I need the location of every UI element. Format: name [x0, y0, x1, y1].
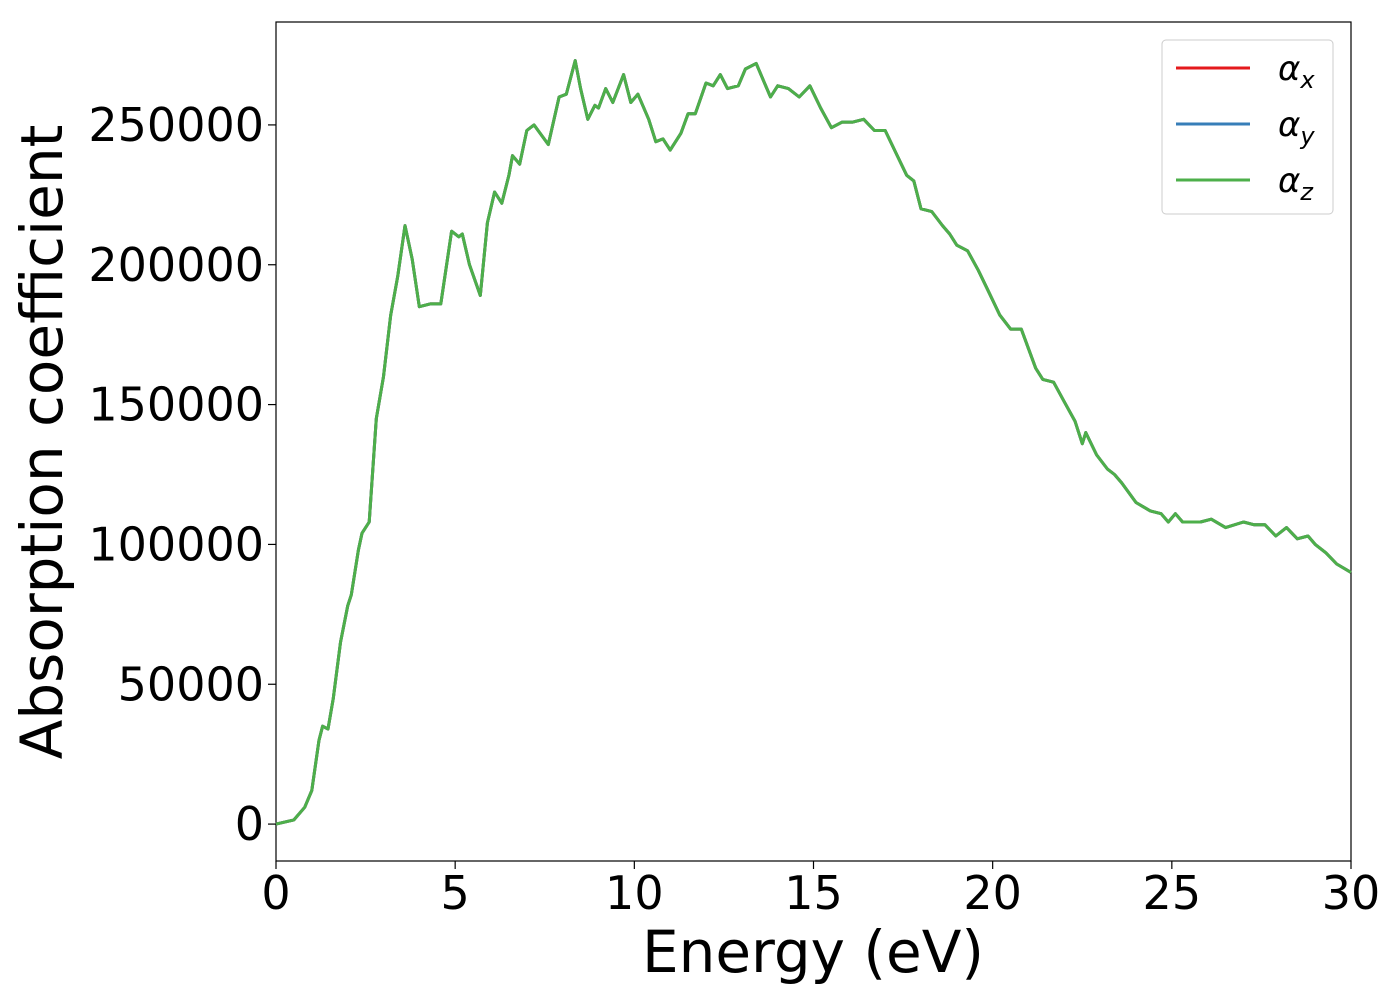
- y-tick-label: 0: [235, 797, 264, 851]
- legend-label: αy: [1278, 105, 1315, 150]
- x-tick-label: 5: [441, 866, 470, 920]
- legend-label: αz: [1278, 161, 1314, 206]
- x-tick-label: 0: [261, 866, 290, 920]
- x-tick-label: 10: [605, 866, 664, 920]
- x-tick-label: 25: [1143, 866, 1202, 920]
- line-series: [275, 59, 1352, 826]
- x-tick-label: 20: [963, 866, 1022, 920]
- y-tick-label: 250000: [88, 98, 264, 152]
- y-axis-label: Absorption coefficient: [8, 125, 76, 760]
- x-axis-label: Energy (eV): [642, 918, 984, 986]
- y-tick-label: 100000: [88, 517, 264, 571]
- y-tick-label: 150000: [88, 378, 264, 432]
- x-tick-label: 30: [1322, 866, 1381, 920]
- legend-box: [1161, 39, 1334, 215]
- y-tick-label: 50000: [118, 657, 264, 711]
- legend: αx αy αz: [1161, 39, 1334, 215]
- y-tick-label: 200000: [88, 238, 264, 292]
- legend-label: αx: [1278, 49, 1315, 94]
- x-tick-label: 15: [784, 866, 843, 920]
